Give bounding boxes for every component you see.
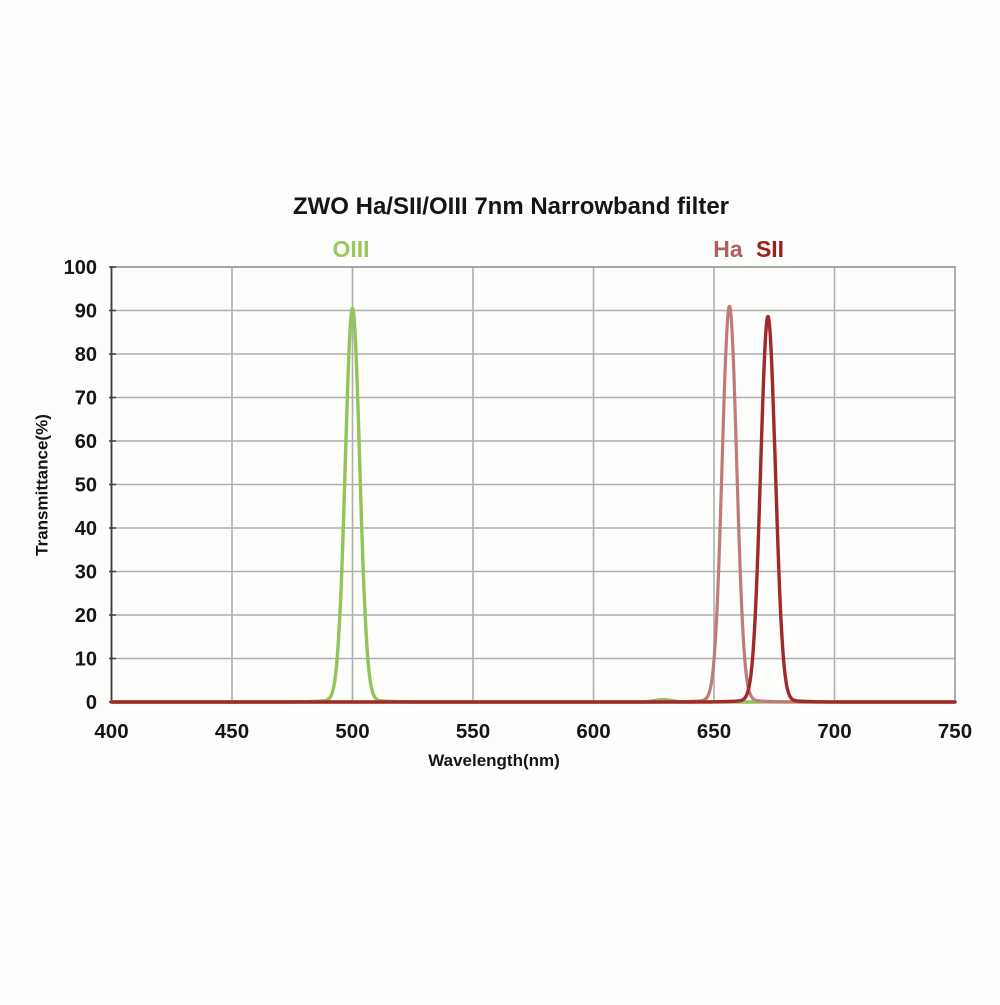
svg-text:600: 600 (576, 720, 610, 743)
svg-text:ZWO Ha/SII/OIII 7nm Narrowband: ZWO Ha/SII/OIII 7nm Narrowband filter (293, 193, 729, 220)
svg-text:40: 40 (75, 518, 97, 540)
svg-text:Wavelength(nm): Wavelength(nm) (428, 751, 560, 770)
svg-text:SII: SII (756, 236, 784, 262)
svg-text:20: 20 (75, 605, 97, 627)
svg-text:450: 450 (215, 720, 249, 743)
svg-text:0: 0 (86, 692, 97, 714)
svg-text:500: 500 (335, 720, 369, 743)
svg-text:90: 90 (75, 301, 97, 323)
svg-text:80: 80 (75, 344, 97, 366)
svg-text:30: 30 (75, 562, 97, 584)
svg-text:OIII: OIII (332, 236, 369, 262)
svg-text:700: 700 (817, 720, 851, 743)
svg-text:Ha: Ha (713, 236, 743, 262)
svg-text:650: 650 (697, 720, 731, 743)
svg-text:10: 10 (75, 649, 97, 671)
svg-text:750: 750 (938, 720, 972, 743)
svg-text:550: 550 (456, 720, 490, 743)
svg-text:50: 50 (75, 475, 97, 497)
svg-text:60: 60 (75, 431, 97, 453)
svg-text:Transmittance(%): Transmittance(%) (33, 414, 52, 556)
svg-text:100: 100 (64, 257, 97, 279)
svg-text:400: 400 (94, 720, 128, 743)
svg-text:70: 70 (75, 388, 97, 410)
